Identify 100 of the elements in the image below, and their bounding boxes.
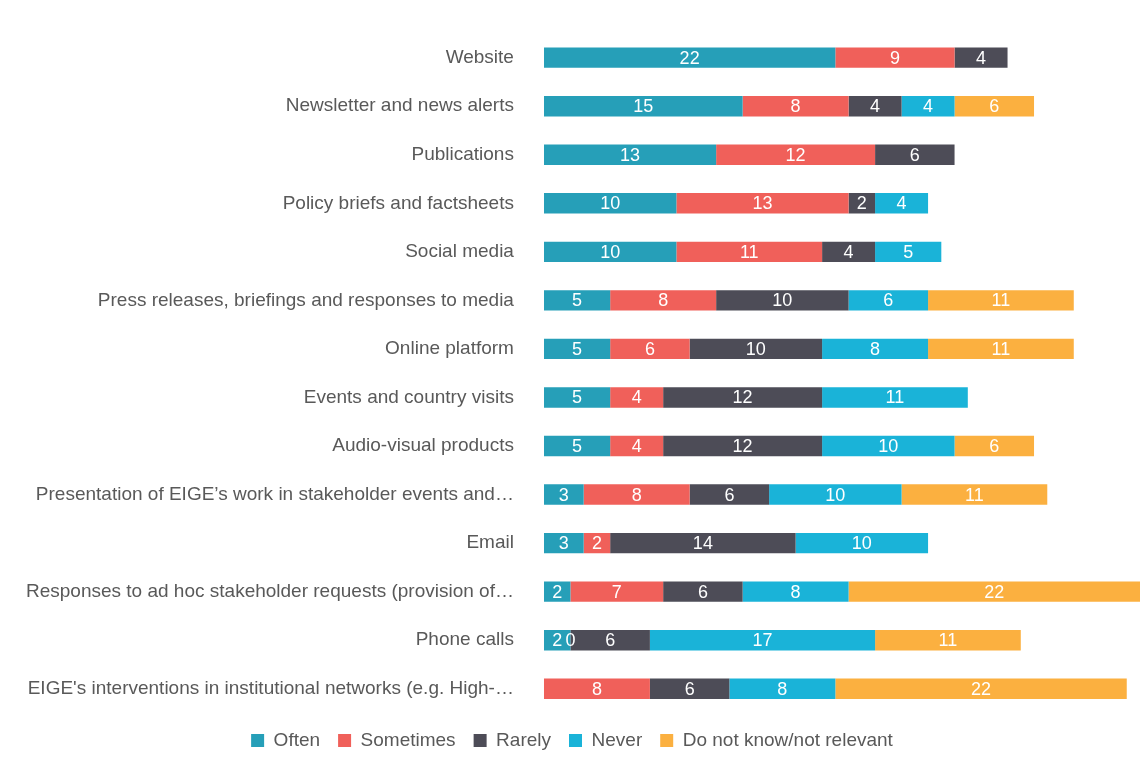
data-label: 8 (790, 96, 801, 117)
bar (649, 629, 876, 651)
data-label: 13 (620, 144, 641, 165)
bar (954, 435, 1035, 457)
bar (663, 435, 823, 457)
bar (543, 484, 584, 505)
bar (543, 193, 677, 214)
bar (742, 96, 849, 117)
bar (663, 581, 743, 602)
data-label: 6 (724, 484, 735, 505)
bar (769, 484, 902, 505)
bar (901, 484, 1048, 505)
data-label: 4 (843, 241, 854, 262)
data-label: 17 (752, 630, 773, 651)
data-label: 6 (883, 290, 894, 311)
bar (716, 290, 849, 311)
data-label: 10 (772, 290, 793, 311)
bar (543, 338, 611, 360)
data-label: 11 (938, 630, 958, 651)
bar (663, 387, 823, 408)
y-tick-label: Responses to ad hoc stakeholder requests (provision of… (26, 579, 514, 601)
bar (742, 581, 849, 602)
bar (543, 96, 743, 117)
bar (543, 387, 611, 408)
bar (835, 47, 955, 68)
data-label: 7 (611, 581, 622, 602)
data-label: 2 (591, 533, 602, 554)
legend-label: Often (273, 728, 321, 750)
y-tick-label: Social media (405, 240, 515, 262)
bar (928, 290, 1074, 311)
y-tick-label: EIGE's interventions in institutional networks (e.g. High-… (27, 676, 514, 698)
y-tick-label: Press releases, briefings and responses to media (97, 288, 515, 310)
bar (822, 435, 955, 457)
bar (689, 338, 823, 360)
bar (649, 678, 730, 699)
data-label: 10 (878, 435, 899, 456)
data-label: 10 (825, 484, 846, 505)
data-label: 11 (739, 241, 759, 262)
data-label: 10 (600, 193, 621, 214)
y-tick-label: Publications (411, 142, 514, 164)
bar (543, 532, 584, 554)
data-label: 4 (631, 435, 642, 456)
data-label: 11 (885, 387, 905, 408)
data-label: 6 (697, 581, 708, 602)
bar (716, 144, 876, 165)
bar (689, 484, 770, 505)
data-label: 6 (909, 144, 920, 165)
y-tick-label: Newsletter and news alerts (285, 94, 514, 116)
data-label: 3 (558, 484, 569, 505)
bar (848, 581, 1140, 602)
data-label: 11 (991, 290, 1011, 311)
bar (543, 241, 677, 263)
data-label: 6 (989, 96, 1000, 117)
y-tick-label: Email (466, 531, 514, 553)
y-tick-label: Policy briefs and factsheets (282, 191, 514, 213)
data-label: 13 (752, 193, 773, 214)
legend-label: Never (591, 728, 643, 750)
bar (875, 193, 929, 214)
bar (848, 96, 902, 117)
bar (676, 241, 823, 263)
data-label: 4 (923, 96, 934, 117)
data-label: 10 (600, 241, 621, 262)
bar (570, 581, 664, 602)
data-label: 8 (631, 484, 642, 505)
y-tick-label: Website (445, 45, 514, 67)
data-label: 4 (896, 193, 907, 214)
data-label: 5 (572, 387, 583, 408)
bar (610, 290, 717, 311)
bar (795, 532, 929, 554)
data-label: 8 (870, 338, 881, 359)
data-label: 8 (777, 678, 788, 699)
data-label: 10 (851, 533, 872, 554)
data-label: 8 (658, 290, 669, 311)
data-label: 14 (692, 533, 713, 554)
bar (729, 678, 836, 699)
bar (610, 532, 796, 554)
bar (928, 338, 1074, 360)
bar (875, 241, 942, 263)
data-label: 15 (633, 96, 654, 117)
data-label: 6 (644, 338, 655, 359)
data-label: 6 (989, 435, 1000, 456)
data-label: 2 (856, 193, 867, 214)
bar (848, 290, 929, 311)
data-label: 22 (984, 581, 1005, 602)
bar (822, 387, 968, 408)
bar (822, 241, 876, 263)
bar (822, 338, 929, 360)
data-label: 5 (572, 338, 583, 359)
bar (954, 96, 1035, 117)
data-label: 4 (631, 387, 642, 408)
y-tick-label: Events and country visits (303, 385, 514, 407)
bar (835, 678, 1127, 699)
data-label: 12 (732, 435, 753, 456)
bar (543, 678, 650, 699)
bar (875, 144, 955, 165)
bar (610, 338, 690, 360)
data-label: 11 (965, 484, 984, 505)
bar (610, 387, 664, 408)
data-label: 6 (684, 678, 695, 699)
y-tick-label: Presentation of EIGE’s work in stakeholder events and… (35, 482, 514, 504)
